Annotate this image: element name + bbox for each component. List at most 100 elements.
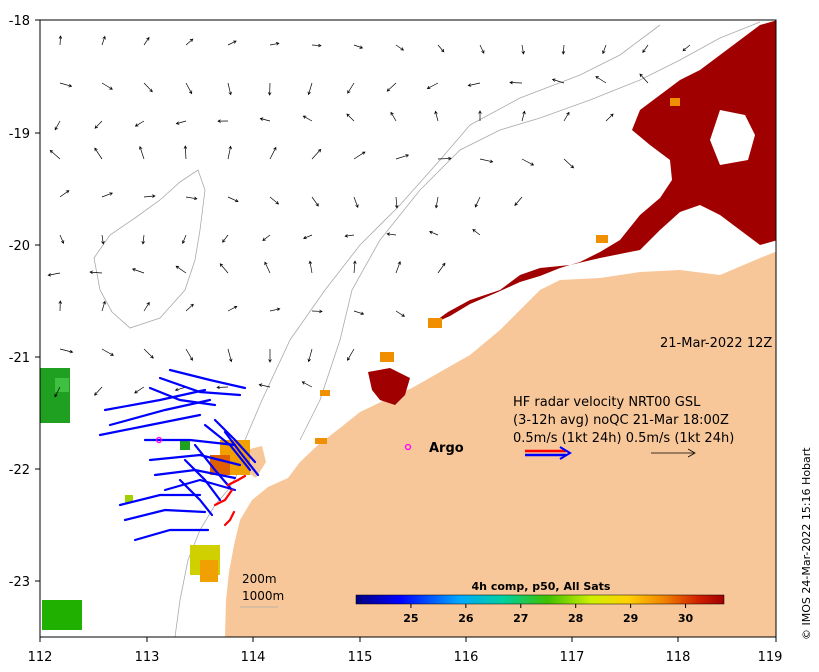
wind-vector (311, 196, 319, 207)
wind-vector (216, 385, 229, 390)
wind-vector (262, 234, 271, 241)
wind-vector (269, 42, 280, 46)
wind-vector (307, 82, 313, 96)
isobath-1000m: 1000m (242, 589, 284, 603)
wind-vector (426, 82, 439, 89)
x-tick-112: 112 (28, 650, 53, 665)
wind-vector (353, 151, 366, 160)
argo-label: Argo (429, 441, 464, 456)
wind-vector (58, 35, 63, 46)
wind-vector (347, 82, 355, 94)
wind-vector (521, 158, 535, 166)
colorbar-title: 4h comp, p50, All Sats (472, 580, 611, 593)
legend-line-1: HF radar velocity NRT00 GSL (513, 395, 701, 410)
wind-vector (437, 262, 446, 274)
wind-vector (434, 196, 439, 209)
date-stamp: 21-Mar-2022 12Z (660, 336, 772, 351)
wind-vector (472, 229, 481, 236)
wind-vector (175, 120, 187, 125)
isobath-lines (93, 21, 761, 637)
wind-vector (227, 348, 233, 363)
wind-vector (227, 145, 232, 160)
wind-vector (563, 158, 575, 169)
wind-vector (437, 156, 452, 161)
wind-vector (302, 115, 313, 122)
wind-vector (227, 82, 232, 96)
wind-vector (101, 300, 106, 312)
y-tick-23: -23 (9, 575, 30, 590)
wind-vector (227, 40, 237, 46)
y-tick-18: -18 (9, 14, 30, 29)
argo-marker-west[interactable] (155, 436, 163, 444)
wind-vector (479, 158, 494, 164)
wind-vector (143, 301, 150, 312)
wind-vector (134, 120, 145, 127)
argo-marker[interactable] (404, 443, 412, 451)
wind-vector (561, 44, 566, 55)
wind-vector (181, 234, 187, 245)
wind-vector (49, 149, 61, 160)
sst-warm-patch (368, 20, 776, 405)
y-tick-22: -22 (9, 463, 30, 478)
wind-vector (353, 260, 357, 274)
wind-vector (311, 309, 323, 314)
wind-vector (94, 147, 103, 160)
wind-vector (101, 82, 113, 90)
y-tick-21: -21 (9, 351, 30, 366)
wind-vector (521, 110, 526, 122)
wind-vector (307, 348, 313, 363)
wind-vector (54, 386, 61, 398)
wind-vector (54, 120, 61, 131)
wind-vector (269, 146, 277, 160)
wind-vector (264, 261, 271, 274)
x-tick-119: 119 (758, 650, 783, 665)
wind-vector (222, 234, 229, 243)
wind-vector (185, 303, 194, 312)
x-tick-113: 113 (135, 650, 160, 665)
legend-line-3: 0.5m/s (1kt 24h) 0.5m/s (1kt 24h) (513, 431, 734, 446)
wind-vector (602, 44, 607, 55)
legend-line-2: (3-12h avg) noQC 21-Mar 18:00Z (513, 413, 729, 428)
wind-vector (259, 117, 271, 122)
x-tick-117: 117 (560, 650, 585, 665)
wind-vector (353, 310, 365, 315)
wind-vector (185, 38, 194, 46)
wind-vector (59, 348, 74, 354)
wind-vector (642, 44, 649, 53)
colorbar-tick-label: 26 (458, 612, 474, 625)
wind-vector (94, 120, 103, 129)
wind-vector (347, 348, 355, 361)
credit-text: © IMOS 24-Mar-2022 15:16 Hobart (800, 447, 813, 640)
colorbar-tick-label: 27 (513, 612, 528, 625)
wind-vector (563, 111, 570, 122)
isobath-legend: 200m 1000m (240, 572, 284, 608)
wind-vector (595, 76, 607, 84)
wind-vector (175, 265, 187, 274)
wind-vector (390, 111, 397, 122)
wind-vector (227, 305, 238, 312)
wind-vector (479, 44, 485, 54)
wind-vector (183, 145, 188, 160)
wind-vector (134, 386, 145, 394)
land-mass (225, 251, 776, 637)
wind-vector (59, 234, 65, 244)
wind-vector (269, 196, 280, 205)
wind-vector (478, 110, 482, 121)
wind-vector (269, 307, 281, 312)
sst-colorbar: 4h comp, p50, All Sats 25 26 27 28 29 30 (355, 580, 725, 625)
wind-vector (185, 196, 198, 201)
wind-vector (521, 44, 525, 55)
wind-vector (301, 381, 313, 388)
y-axis: -18 -19 -20 -21 -22 -23 (9, 14, 40, 590)
wind-vector (434, 110, 439, 122)
wind-vector (308, 260, 313, 274)
isobath-200m: 200m (242, 572, 277, 586)
wind-vector (227, 196, 239, 203)
colorbar-tick-label: 25 (403, 612, 418, 625)
wind-vector (437, 44, 445, 53)
wind-vector (143, 348, 154, 359)
wind-vector (139, 145, 145, 160)
wind-vector (58, 300, 62, 312)
wind-vector (344, 234, 355, 238)
